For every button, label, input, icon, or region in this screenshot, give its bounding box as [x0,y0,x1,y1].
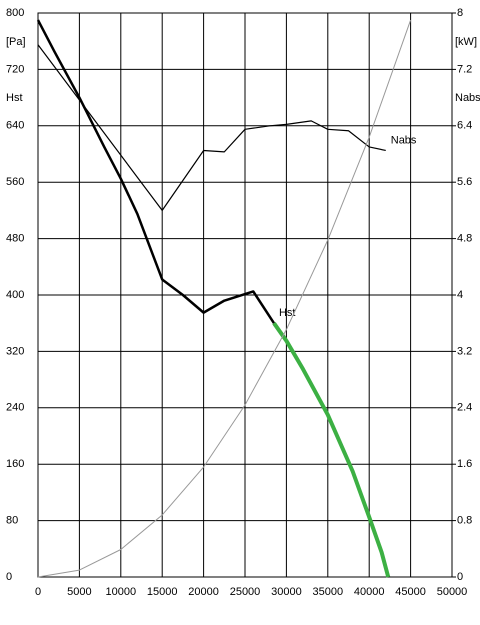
series-label: Hst [279,307,296,319]
y2-tick-label: 4.8 [457,233,472,245]
x-tick-label: 25000 [230,586,261,598]
y-tick-label: 480 [6,233,24,245]
x-tick-label: 5000 [67,586,91,598]
y-axis-label: Hst [6,92,23,104]
x-tick-label: 35000 [313,586,344,598]
y2-tick-label: 6.4 [457,120,472,132]
y2-tick-label: 3.2 [457,345,472,357]
y2-axis-label: Nabs [455,92,480,104]
y2-tick-label: 0 [457,571,463,583]
y-tick-label: 800 [6,7,24,19]
x-tick-label: 20000 [188,586,219,598]
y2-tick-label: 1.6 [457,458,472,470]
y-tick-label: 0 [6,571,12,583]
y-tick-label: 320 [6,345,24,357]
x-tick-label: 15000 [147,586,178,598]
y2-tick-label: 0.8 [457,515,472,527]
series-line [37,19,412,578]
series-line [36,19,276,324]
x-tick-label: 0 [35,586,41,598]
x-tick-label: 30000 [271,586,302,598]
y2-tick-label: 5.6 [457,176,472,188]
y2-axis-unit: [kW] [455,36,477,48]
x-tick-label: 40000 [354,586,385,598]
y-tick-label: 560 [6,176,24,188]
series-label: Nabs [391,134,417,146]
y-axis-unit: [Pa] [6,36,26,48]
series-line [272,322,391,578]
y-tick-label: 80 [6,515,18,527]
y2-tick-label: 8 [457,7,463,19]
y-tick-label: 400 [6,289,24,301]
x-tick-label: 50000 [437,586,468,598]
y2-tick-label: 2.4 [457,402,472,414]
y-tick-label: 160 [6,458,24,470]
x-tick-label: 10000 [106,586,137,598]
series-line [37,44,386,211]
y2-tick-label: 7.2 [457,63,472,75]
y2-tick-label: 4 [457,289,463,301]
y-tick-label: 240 [6,402,24,414]
x-tick-label: 45000 [395,586,426,598]
y-tick-label: 640 [6,120,24,132]
y-tick-label: 720 [6,63,24,75]
